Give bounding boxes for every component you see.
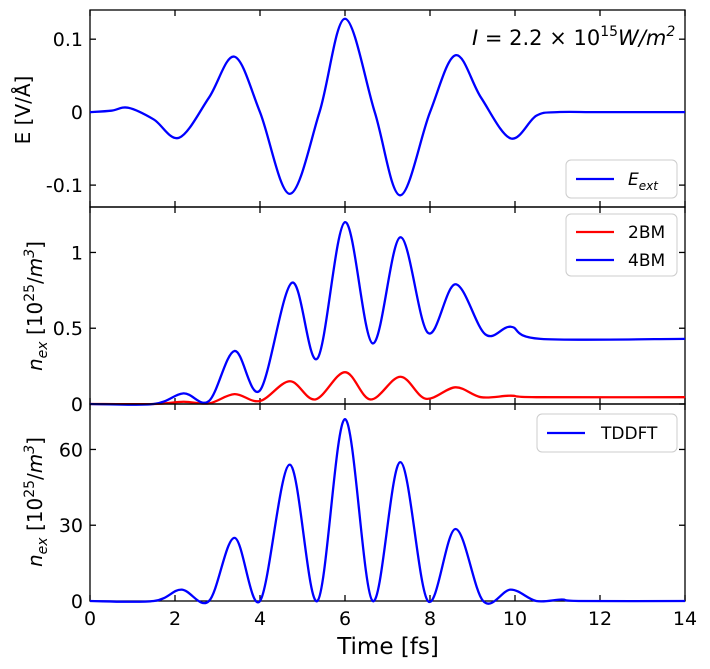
series-4bm-line [89,220,686,406]
y-tick-label: 60 [59,439,83,461]
y-tick-label: -0.1 [46,175,83,197]
y-tick-label: 0 [71,394,83,416]
x-tick-label: 8 [424,608,436,630]
y-tick-label: 1 [71,242,83,264]
x-tick-label: 2 [169,608,181,630]
series-2bm-line [89,371,686,406]
x-tick-label: 6 [339,608,351,630]
panel-middle-ylabel: nex [1025/m3] [22,241,51,371]
panel-tddft: 0 2 4 6 8 10 12 14 0 30 60 nex [1025/m3] TDDFT Tim… [22,403,697,660]
intensity-annotation: I = 2.2 × 1015W/m2 [472,24,675,50]
x-tick-label: 10 [503,608,527,630]
panel-top-ylabel: E [V/Å] [11,76,35,145]
x-tick-label: 0 [84,608,96,630]
panel-bottom-frame [89,403,686,602]
panel-electric-field: 0.1 0 -0.1 E [V/Å] I = 2.2 × 1015W/m2 Eext [11,9,686,208]
y-tick-label: 0.1 [53,29,83,51]
y-tick-label: 0.5 [53,318,83,340]
legend-label-tddft: TDDFT [600,424,658,444]
panel-excitation-models: 0 0.5 1 nex [1025/m3] 2BM 4BM [22,206,686,416]
x-tick-label: 12 [588,608,612,630]
y-tick-label: 0 [71,591,83,613]
legend-box [565,159,678,199]
e-ext-line [89,17,685,197]
legend-box [536,413,678,453]
panel-bottom-legend: TDDFT [536,413,678,453]
y-tick-label: 0 [71,102,83,124]
legend-label-2bm: 2BM [628,223,665,243]
x-tick-label: 4 [254,608,266,630]
panel-top-legend: Eext [565,159,678,199]
y-tick-label: 30 [59,515,83,537]
panel-bottom-ticks: 0 2 4 6 8 10 12 14 0 30 60 [59,404,697,630]
panel-middle-legend: 2BM 4BM [565,213,678,277]
legend-label-e-ext: Eext [628,170,659,193]
x-tick-label: 14 [673,608,697,630]
x-axis-label: Time [fs] [336,634,439,660]
series-tddft-line [89,417,686,605]
legend-label-4bm: 4BM [628,251,665,271]
panel-bottom-ylabel: nex [1025/m3] [22,437,51,567]
